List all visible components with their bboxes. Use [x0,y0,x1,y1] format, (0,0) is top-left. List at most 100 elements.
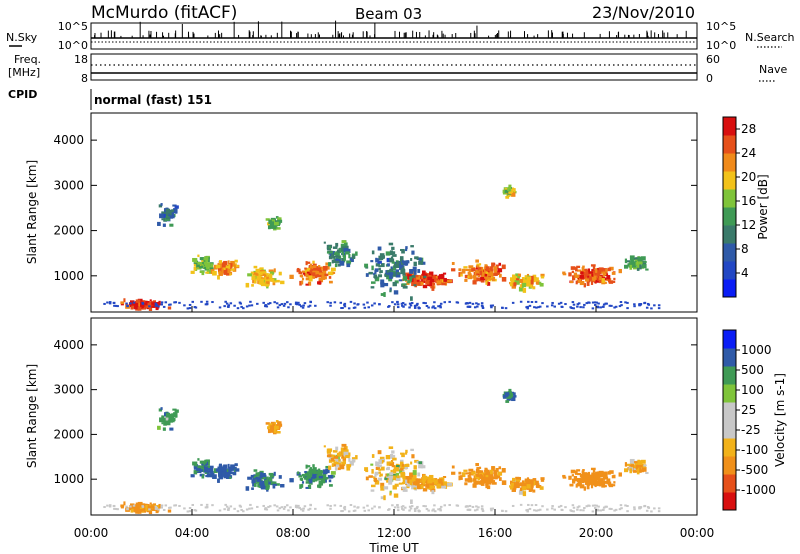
power-cell [161,218,164,221]
x-tick-label: 04:00 [175,526,210,540]
power-ground-cell [647,303,651,306]
velocity-cell [269,423,275,428]
velocity-cell [379,473,383,477]
power-cell [574,274,580,278]
power-cell [389,268,394,272]
velocity-cell [161,417,166,422]
cpid-label: CPID [8,88,37,101]
velocity-cell [626,463,631,466]
power-cell [534,277,539,282]
power-cell [343,256,346,261]
power-cell [268,219,272,225]
power-cell [253,279,257,284]
power-ground-cell [223,305,226,308]
power-cell [436,280,442,285]
power-cell [253,270,256,274]
power-cell [417,269,421,273]
velocity-cell [498,477,502,481]
velocity-colorbar-tick-label: 25 [741,403,756,417]
velocity-ground-cell [602,506,606,509]
velocity-cell [534,480,539,485]
velocity-cell [327,475,333,479]
power-cell [497,268,503,273]
velocity-ground-cell [527,503,530,506]
power-cell [270,278,275,282]
power-cell [172,204,177,207]
power-cell [402,273,406,276]
power-cell [209,266,213,269]
velocity-cell [582,472,588,475]
velocity-cell [383,495,386,501]
power-ground-cell [619,301,623,304]
power-cell [298,271,303,275]
power-cell [207,257,210,263]
power-cell [475,259,479,263]
power-cell [212,270,217,276]
velocity-ground-cell [282,507,286,510]
velocity-cell [299,478,303,481]
power-cell [643,260,647,264]
power-ylabel: Slant Range [km] [25,160,39,264]
power-cell [489,277,493,280]
beam-title: Beam 03 [355,5,422,23]
power-cell [477,274,480,278]
velocity-cell [169,427,174,431]
power-cell [251,276,256,281]
velocity-cell [199,469,204,472]
velocity-cell [530,483,534,488]
velocity-cell [637,464,643,468]
power-ground-cell [329,304,332,307]
power-ground-cell [585,302,589,305]
power-cell [480,272,485,277]
power-cell [222,267,226,270]
velocity-colorbar-segment [723,420,736,439]
power-cell [174,208,178,214]
velocity-cell [395,475,401,481]
velocity-cell [586,484,590,490]
velocity-ground-cell [620,507,623,510]
power-cell [370,260,374,263]
power-cell [386,257,390,263]
power-cell [203,258,207,262]
power-ground-cell [157,305,160,308]
velocity-cell [312,479,315,483]
velocity-ground-cell [560,508,563,511]
velocity-ground-cell [229,505,233,508]
power-cell [478,277,483,282]
power-ground-cell [168,303,171,306]
power-ground-cell [490,306,493,309]
power-cell [377,260,382,264]
power-cell [418,257,423,261]
power-cell [348,254,351,259]
power-ground-cell [559,301,563,304]
velocity-cell [585,474,589,479]
power-cell [345,251,350,255]
power-cell [218,270,222,275]
velocity-ground-cell [239,505,243,508]
velocity-cell [386,475,390,478]
power-cell [323,241,326,244]
power-cell [400,269,406,275]
power-cell [468,265,474,269]
power-cell [532,277,536,283]
velocity-cell [406,480,411,483]
power-ground-cell [582,306,585,309]
power-ground-cell [471,302,475,305]
velocity-cell [486,485,491,490]
velocity-cell [386,466,390,470]
velocity-colorbar-tick-label: -100 [741,443,768,457]
power-cell [332,246,338,249]
velocity-cell [590,467,596,471]
power-cell [193,266,197,271]
power-cell [253,265,258,269]
power-cell [626,260,631,263]
power-ground-cell [250,304,254,307]
power-ground-cell [597,302,600,305]
power-cell [171,209,175,212]
velocity-ground-cell [294,505,298,508]
power-ground-cell [211,301,214,304]
velocity-ground-cell [273,504,276,507]
velocity-ground-cell [588,504,591,507]
power-ground-cell [275,302,279,305]
